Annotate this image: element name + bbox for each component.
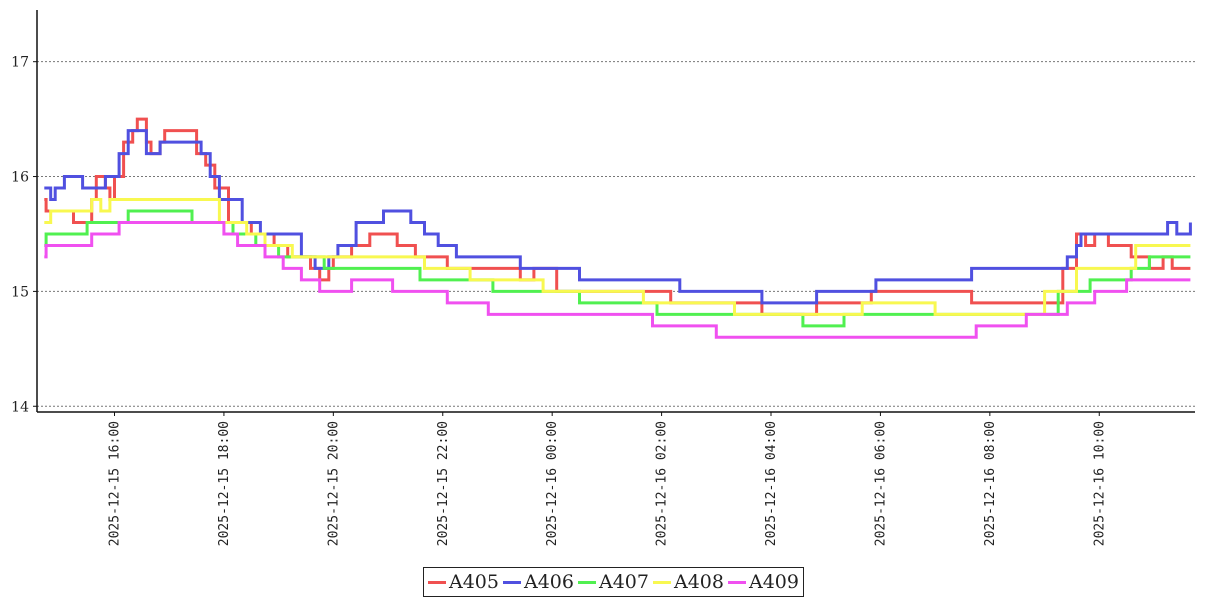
legend-label: A406 [524, 570, 574, 593]
legend-label: A407 [599, 570, 649, 593]
y-tick-label: 14 [11, 399, 29, 415]
legend-item-a409: A409 [728, 570, 799, 593]
series-line-a407 [44, 209, 1191, 328]
series-lines [44, 117, 1192, 339]
legend-item-a407: A407 [578, 570, 649, 593]
y-tick-label: 16 [11, 170, 29, 186]
legend-label: A408 [674, 570, 724, 593]
x-tick-label: 2025-12-16 04:00 [764, 421, 779, 546]
legend-item-a408: A408 [653, 570, 724, 593]
legend: A405 A406 A407 A408 A409 [423, 567, 804, 597]
legend-item-a405: A405 [428, 570, 499, 593]
x-tick-label: 2025-12-15 22:00 [436, 421, 451, 546]
legend-label: A405 [449, 570, 499, 593]
legend-swatch [503, 580, 521, 584]
x-axis-ticks: 2025-12-15 16:00 2025-12-15 18:00 2025-12-… [108, 412, 1107, 546]
legend-swatch [578, 580, 596, 584]
x-tick-label: 2025-12-15 18:00 [217, 421, 232, 546]
x-tick-label: 2025-12-16 08:00 [983, 421, 998, 546]
series-line-a409 [44, 221, 1191, 339]
y-axis-ticks: 14 15 16 17 [11, 55, 37, 415]
legend-swatch [653, 580, 671, 584]
y-tick-label: 15 [11, 284, 29, 300]
legend-swatch [728, 580, 746, 584]
legend-item-a406: A406 [503, 570, 574, 593]
series-line-a406 [44, 129, 1192, 305]
x-tick-label: 2025-12-15 16:00 [108, 421, 123, 546]
x-tick-label: 2025-12-16 10:00 [1092, 421, 1107, 546]
gridlines [37, 61, 1195, 407]
x-tick-label: 2025-12-16 02:00 [655, 421, 670, 546]
series-line-a408 [44, 198, 1191, 316]
series-line-a405 [44, 117, 1191, 316]
x-tick-label: 2025-12-15 20:00 [326, 421, 341, 546]
legend-label: A409 [749, 570, 799, 593]
y-tick-label: 17 [11, 55, 29, 71]
x-tick-label: 2025-12-16 00:00 [545, 421, 560, 546]
x-tick-label: 2025-12-16 06:00 [873, 421, 888, 546]
legend-swatch [428, 580, 446, 584]
